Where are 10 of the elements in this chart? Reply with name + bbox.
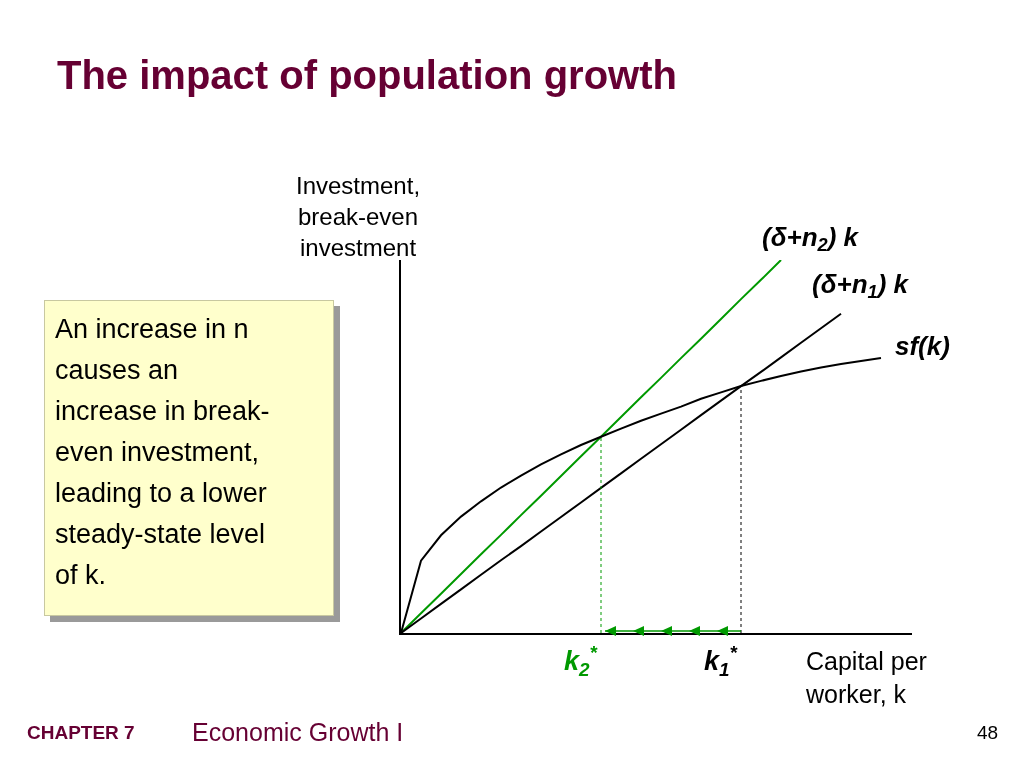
text: 48 xyxy=(977,722,999,743)
x-axis-title: Capital per worker, k xyxy=(805,647,927,708)
series-label: sf(k) xyxy=(895,331,950,361)
text: An increase in n causes an increase in break-even investment, leading to a lower steady-state level of k. xyxy=(44,300,334,616)
text: Economic Growth I xyxy=(192,718,404,746)
text: CHAPTER 7 xyxy=(27,722,135,743)
chart-title: The impact of population growth xyxy=(57,53,677,97)
series-label: (δ+n$_{1}$) k xyxy=(812,269,910,303)
series-label: (δ+n$_{2}$) k xyxy=(762,222,860,256)
y-axis-title: Investment, break-even investment xyxy=(296,172,421,262)
